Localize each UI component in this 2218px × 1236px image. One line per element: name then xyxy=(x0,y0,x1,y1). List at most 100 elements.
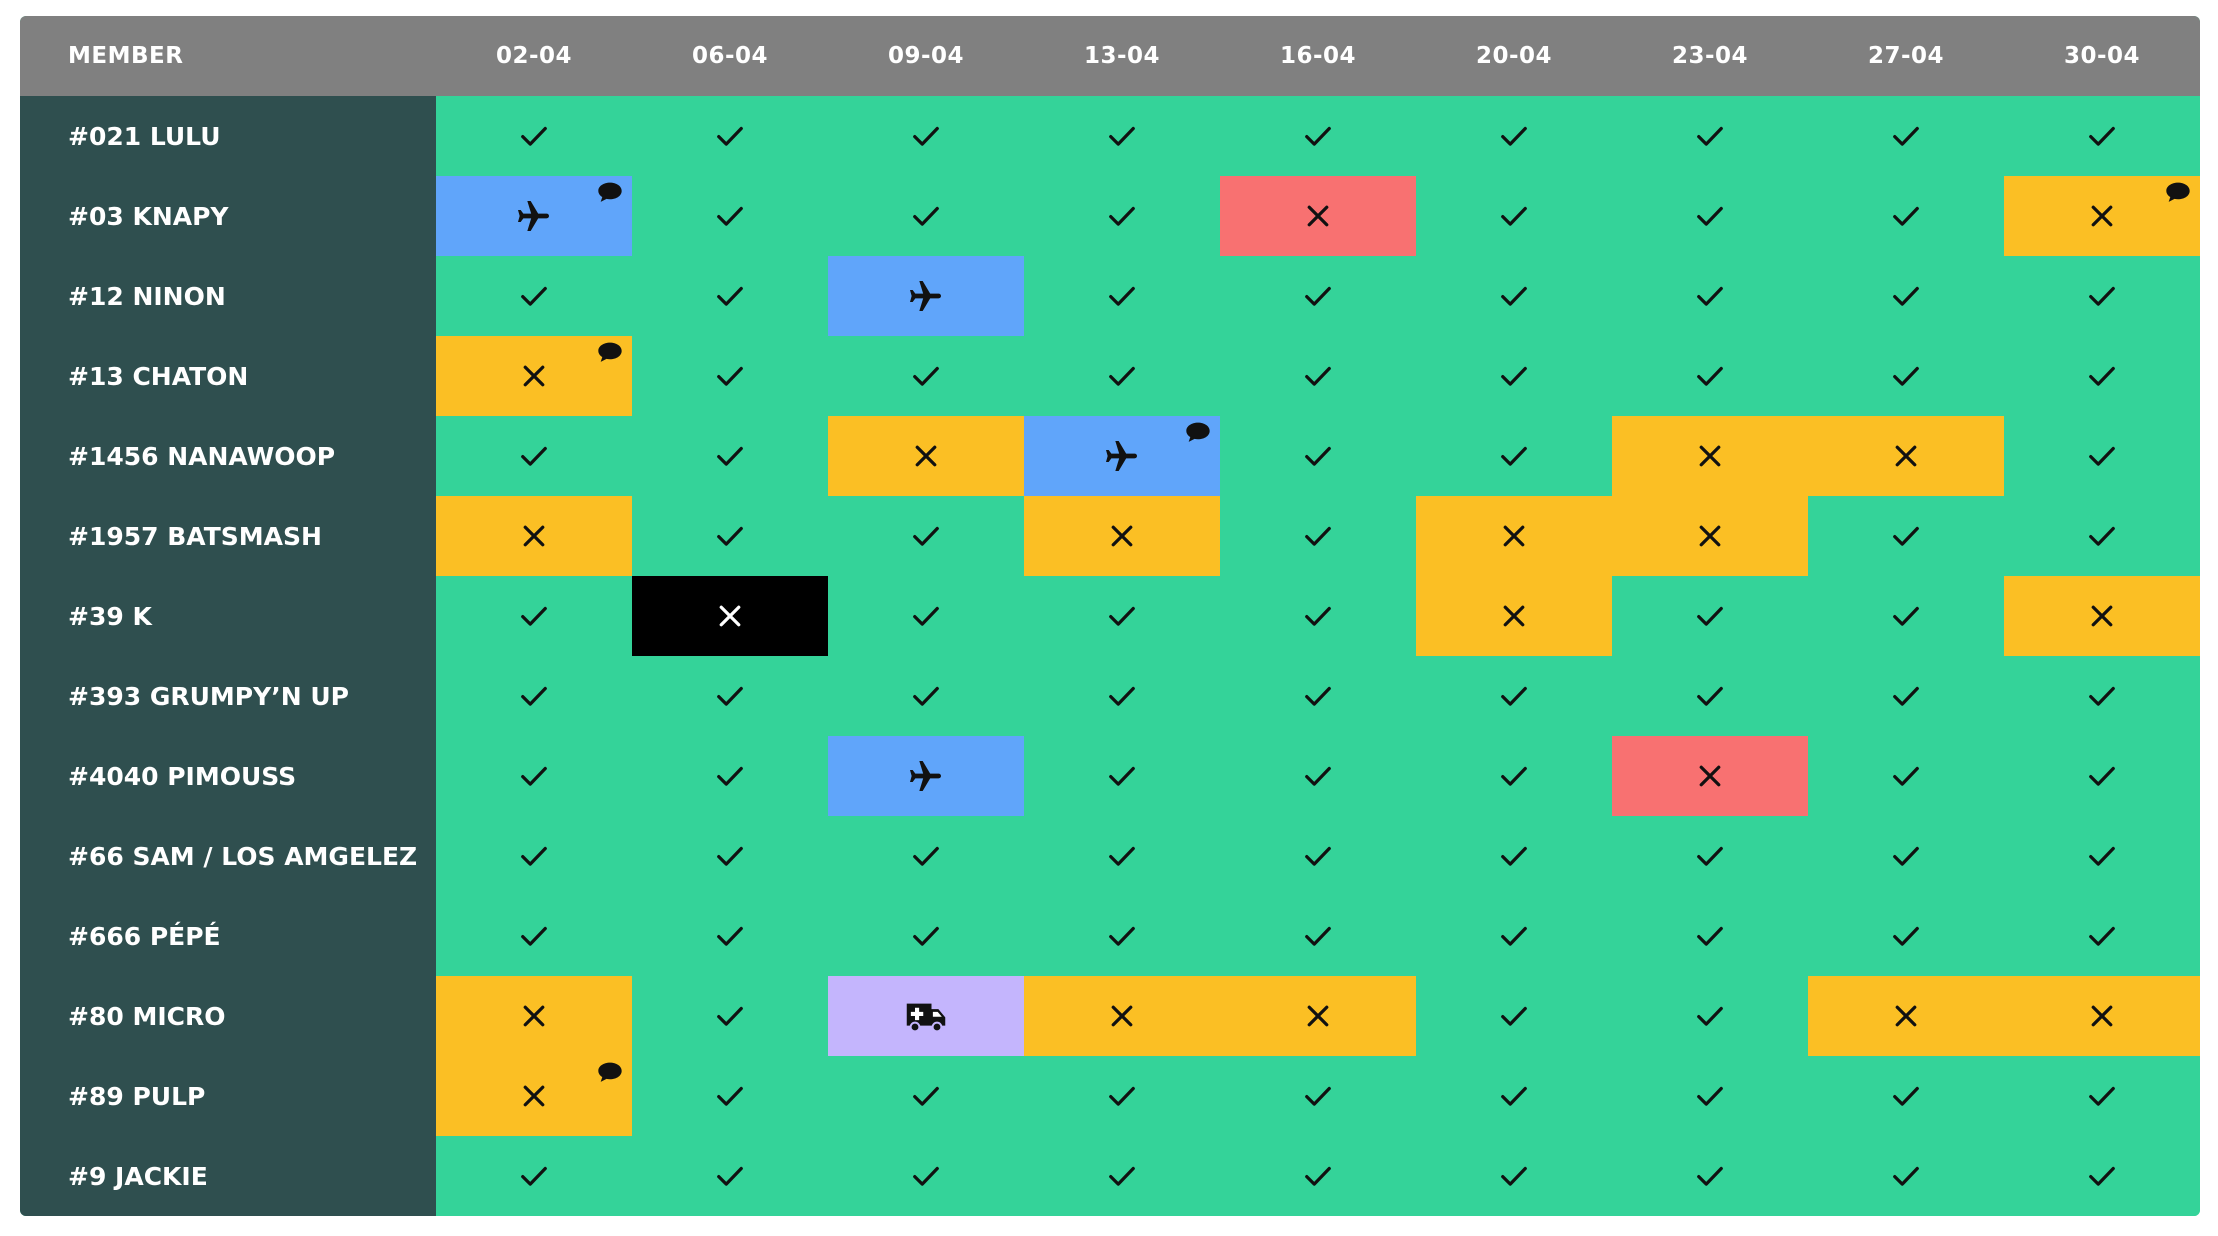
status-cell-ok[interactable] xyxy=(828,576,1024,656)
member-name[interactable]: #13 CHATON xyxy=(20,336,436,416)
status-cell-ok[interactable] xyxy=(1220,576,1416,656)
status-cell-travel[interactable] xyxy=(828,736,1024,816)
status-cell-ok[interactable] xyxy=(1220,256,1416,336)
date-column-header[interactable]: 09-04 xyxy=(828,16,1024,96)
status-cell-absent[interactable] xyxy=(2004,576,2200,656)
status-cell-absent[interactable] xyxy=(436,976,632,1056)
status-cell-travel[interactable] xyxy=(1024,416,1220,496)
status-cell-ok[interactable] xyxy=(1024,576,1220,656)
status-cell-ok[interactable] xyxy=(1024,1056,1220,1136)
status-cell-refused[interactable] xyxy=(1612,736,1808,816)
status-cell-ok[interactable] xyxy=(2004,496,2200,576)
member-name[interactable]: #12 NINON xyxy=(20,256,436,336)
status-cell-ok[interactable] xyxy=(2004,656,2200,736)
status-cell-banned[interactable] xyxy=(632,576,828,656)
status-cell-absent[interactable] xyxy=(1416,496,1612,576)
status-cell-ok[interactable] xyxy=(1808,576,2004,656)
status-cell-ok[interactable] xyxy=(1416,416,1612,496)
status-cell-absent[interactable] xyxy=(1612,496,1808,576)
status-cell-ok[interactable] xyxy=(632,416,828,496)
status-cell-ok[interactable] xyxy=(1808,176,2004,256)
status-cell-ok[interactable] xyxy=(1416,736,1612,816)
status-cell-ok[interactable] xyxy=(2004,336,2200,416)
member-name[interactable]: #666 PÉPÉ xyxy=(20,896,436,976)
status-cell-refused[interactable] xyxy=(1220,176,1416,256)
member-name[interactable]: #80 MICRO xyxy=(20,976,436,1056)
status-cell-ok[interactable] xyxy=(632,1056,828,1136)
status-cell-ok[interactable] xyxy=(1024,816,1220,896)
status-cell-absent[interactable] xyxy=(1024,496,1220,576)
date-column-header[interactable]: 02-04 xyxy=(436,16,632,96)
status-cell-ok[interactable] xyxy=(1416,656,1612,736)
status-cell-ok[interactable] xyxy=(1416,336,1612,416)
status-cell-ok[interactable] xyxy=(1220,1136,1416,1216)
date-column-header[interactable]: 20-04 xyxy=(1416,16,1612,96)
status-cell-ok[interactable] xyxy=(828,176,1024,256)
status-cell-ok[interactable] xyxy=(632,976,828,1056)
member-name[interactable]: #1456 NANAWOOP xyxy=(20,416,436,496)
status-cell-ok[interactable] xyxy=(436,256,632,336)
status-cell-ok[interactable] xyxy=(436,576,632,656)
member-column-header[interactable]: MEMBER xyxy=(20,16,436,96)
status-cell-ok[interactable] xyxy=(1808,736,2004,816)
status-cell-ok[interactable] xyxy=(1612,816,1808,896)
status-cell-ok[interactable] xyxy=(2004,816,2200,896)
status-cell-ok[interactable] xyxy=(828,336,1024,416)
date-column-header[interactable]: 23-04 xyxy=(1612,16,1808,96)
status-cell-ok[interactable] xyxy=(1612,656,1808,736)
status-cell-ok[interactable] xyxy=(828,656,1024,736)
status-cell-ok[interactable] xyxy=(632,816,828,896)
status-cell-ok[interactable] xyxy=(436,816,632,896)
status-cell-absent[interactable] xyxy=(436,496,632,576)
status-cell-ok[interactable] xyxy=(1808,336,2004,416)
status-cell-ok[interactable] xyxy=(1612,896,1808,976)
status-cell-ok[interactable] xyxy=(1612,336,1808,416)
status-cell-ok[interactable] xyxy=(1808,896,2004,976)
status-cell-ok[interactable] xyxy=(1416,256,1612,336)
speech-bubble-icon[interactable] xyxy=(596,180,624,204)
status-cell-travel[interactable] xyxy=(436,176,632,256)
status-cell-absent[interactable] xyxy=(1808,416,2004,496)
status-cell-absent[interactable] xyxy=(2004,976,2200,1056)
status-cell-absent[interactable] xyxy=(2004,176,2200,256)
status-cell-absent[interactable] xyxy=(436,1056,632,1136)
status-cell-ok[interactable] xyxy=(1612,1056,1808,1136)
status-cell-ok[interactable] xyxy=(1416,1136,1612,1216)
date-column-header[interactable]: 16-04 xyxy=(1220,16,1416,96)
status-cell-absent[interactable] xyxy=(1612,416,1808,496)
status-cell-ok[interactable] xyxy=(436,736,632,816)
status-cell-ok[interactable] xyxy=(828,496,1024,576)
status-cell-absent[interactable] xyxy=(1024,976,1220,1056)
status-cell-ok[interactable] xyxy=(2004,256,2200,336)
status-cell-absent[interactable] xyxy=(1808,976,2004,1056)
status-cell-ok[interactable] xyxy=(1220,896,1416,976)
status-cell-ok[interactable] xyxy=(1220,656,1416,736)
status-cell-ok[interactable] xyxy=(1612,176,1808,256)
status-cell-ok[interactable] xyxy=(828,1136,1024,1216)
status-cell-medical[interactable] xyxy=(828,976,1024,1056)
date-column-header[interactable]: 27-04 xyxy=(1808,16,2004,96)
status-cell-ok[interactable] xyxy=(1024,176,1220,256)
status-cell-ok[interactable] xyxy=(1808,96,2004,176)
status-cell-ok[interactable] xyxy=(1024,1136,1220,1216)
status-cell-ok[interactable] xyxy=(1416,896,1612,976)
status-cell-ok[interactable] xyxy=(1808,1136,2004,1216)
status-cell-travel[interactable] xyxy=(828,256,1024,336)
status-cell-ok[interactable] xyxy=(2004,416,2200,496)
status-cell-ok[interactable] xyxy=(436,896,632,976)
status-cell-ok[interactable] xyxy=(2004,1136,2200,1216)
status-cell-ok[interactable] xyxy=(1416,976,1612,1056)
member-name[interactable]: #4040 PIMOUSS xyxy=(20,736,436,816)
status-cell-ok[interactable] xyxy=(1220,736,1416,816)
status-cell-ok[interactable] xyxy=(1024,336,1220,416)
member-name[interactable]: #66 SAM / LOS AMGELEZ xyxy=(20,816,436,896)
status-cell-ok[interactable] xyxy=(1416,816,1612,896)
status-cell-absent[interactable] xyxy=(436,336,632,416)
speech-bubble-icon[interactable] xyxy=(596,1060,624,1084)
status-cell-ok[interactable] xyxy=(1416,96,1612,176)
status-cell-ok[interactable] xyxy=(436,416,632,496)
status-cell-ok[interactable] xyxy=(1612,96,1808,176)
status-cell-ok[interactable] xyxy=(1220,496,1416,576)
speech-bubble-icon[interactable] xyxy=(596,340,624,364)
status-cell-ok[interactable] xyxy=(632,496,828,576)
